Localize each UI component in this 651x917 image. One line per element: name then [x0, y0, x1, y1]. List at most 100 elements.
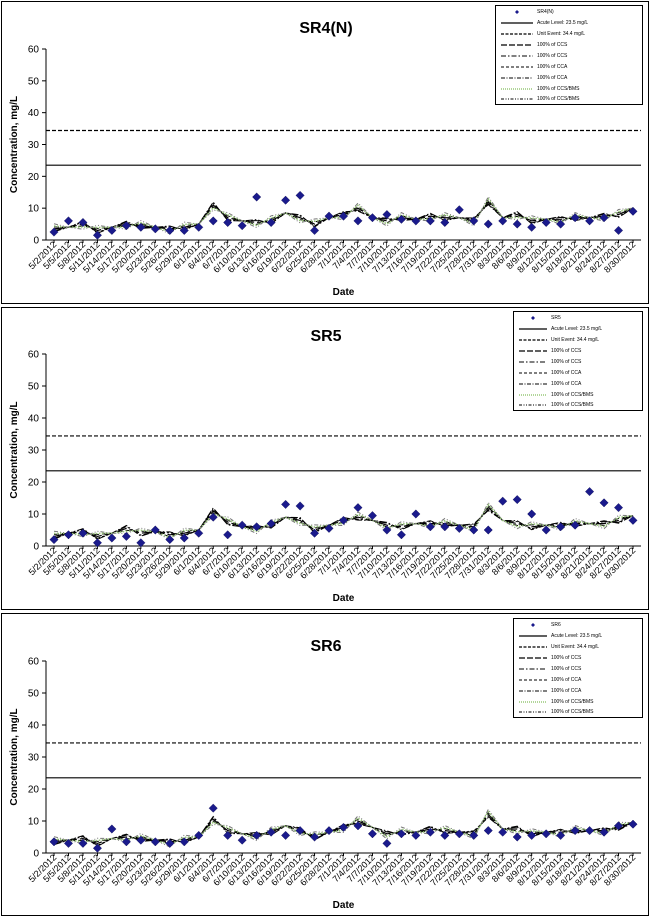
observation-point [570, 213, 580, 223]
observation-point [411, 216, 421, 226]
legend-swatch [519, 394, 547, 396]
y-tick-label: 40 [28, 721, 40, 732]
observation-point [527, 222, 537, 232]
observation-point [208, 803, 218, 813]
observation-point [614, 503, 624, 513]
legend-label: 100% of CCS [551, 359, 582, 365]
legend-swatch [515, 10, 519, 14]
observation-point [165, 838, 175, 848]
observation-point [556, 219, 566, 229]
observation-point [121, 531, 131, 541]
observation-point [599, 498, 609, 508]
observation-point [266, 519, 276, 529]
observation-point [281, 499, 291, 509]
series-line-s6 [53, 501, 634, 541]
legend-swatch [519, 701, 547, 703]
legend-label: 100% of CCS [551, 655, 582, 661]
legend-swatch [519, 328, 547, 330]
observation-point [78, 218, 88, 227]
observation-point [150, 224, 160, 234]
legend-label: 100% of CCS/BMS [537, 86, 580, 92]
legend-label: 100% of CCS/BMS [551, 709, 594, 715]
legend-label: 100% of CCS [537, 42, 568, 48]
observation-point [339, 515, 348, 525]
observation-point [63, 838, 73, 848]
observation-point [396, 214, 406, 224]
legend-swatch [519, 657, 547, 659]
observation-point [339, 822, 348, 832]
observation-point [223, 218, 233, 227]
legend-label: Acute Level: 23.5 mg/L [551, 326, 603, 332]
observation-point [483, 525, 493, 535]
y-tick-label: 50 [28, 382, 40, 393]
legend-item-s4: 100% of CCA [518, 686, 581, 696]
observation-point [150, 837, 160, 847]
observation-point [498, 496, 508, 506]
observation-point [237, 835, 247, 845]
observation-point [483, 219, 493, 229]
y-tick-label: 10 [28, 817, 40, 828]
y-tick-label: 40 [28, 108, 40, 119]
observation-point [49, 535, 59, 545]
observation-point [194, 528, 204, 538]
observation-point [208, 216, 218, 226]
observation-point [367, 511, 377, 521]
legend-label: 100% of CCA [551, 677, 582, 683]
legend-item-unit: Unit Event: 34.4 mg/L [518, 642, 599, 652]
legend-item-s2: 100% of CCS [500, 51, 567, 61]
legend-label: 100% of CCA [551, 381, 582, 387]
observation-point [107, 533, 117, 543]
observation-point [295, 826, 305, 836]
chart-legend: SR6 Acute Level: 23.5 mg/L Unit Event: 3… [513, 618, 643, 718]
legend-swatch [519, 635, 547, 637]
series-line-s5 [53, 810, 634, 846]
observation-point [498, 827, 508, 837]
observation-point [63, 530, 73, 540]
legend-label: 100% of CCA [537, 64, 568, 70]
legend-label: SR6 [551, 622, 561, 628]
observation-point [310, 225, 320, 235]
observation-point [440, 218, 450, 227]
chart-plot-sr4n: 01020304050605/2/20125/5/20125/8/20125/1… [9, 45, 641, 298]
observation-point [353, 503, 363, 513]
legend-item-s6: 100% of CCS/BMS [518, 707, 594, 717]
legend-item-obs: SR4(N) [500, 7, 554, 17]
observation-point [252, 522, 262, 532]
observation-point [237, 221, 247, 231]
legend-item-s3: 100% of CCA [518, 368, 581, 378]
y-tick-label: 0 [33, 236, 39, 247]
y-tick-label: 20 [28, 478, 40, 489]
legend-item-s1: 100% of CCS [500, 40, 567, 50]
chart-title: SR6 [310, 638, 342, 655]
observation-point [179, 837, 189, 847]
observation-point [165, 225, 175, 235]
y-tick-label: 60 [28, 657, 40, 668]
legend-label: 100% of CCA [551, 688, 582, 694]
legend-item-s2: 100% of CCS [518, 357, 581, 367]
legend-marker [531, 623, 535, 627]
observation-point [440, 830, 450, 840]
series-line-s1 [53, 813, 634, 845]
legend-item-s6: 100% of CCS/BMS [518, 400, 594, 410]
legend-swatch [519, 404, 547, 406]
legend-label: 100% of CCS/BMS [551, 392, 594, 398]
observation-point [281, 195, 291, 205]
legend-item-unit: Unit Event: 34.4 mg/L [518, 335, 599, 345]
legend-item-s4: 100% of CCA [500, 73, 567, 83]
legend-swatch [519, 646, 547, 648]
legend-label: Unit Event: 34.4 mg/L [551, 644, 600, 650]
observation-point [556, 830, 566, 840]
chart-title: SR5 [310, 328, 342, 345]
observation-point [367, 829, 377, 839]
legend-marker [531, 316, 535, 320]
observation-point [585, 826, 595, 836]
y-tick-label: 60 [28, 350, 40, 361]
y-tick-label: 20 [28, 172, 40, 183]
observation-point [541, 525, 551, 535]
legend-item-obs: SR5 [518, 313, 561, 323]
y-tick-label: 10 [28, 204, 40, 215]
observation-point [49, 227, 59, 237]
observation-point [469, 525, 479, 535]
y-tick-label: 50 [28, 76, 40, 87]
observation-point [252, 192, 262, 202]
